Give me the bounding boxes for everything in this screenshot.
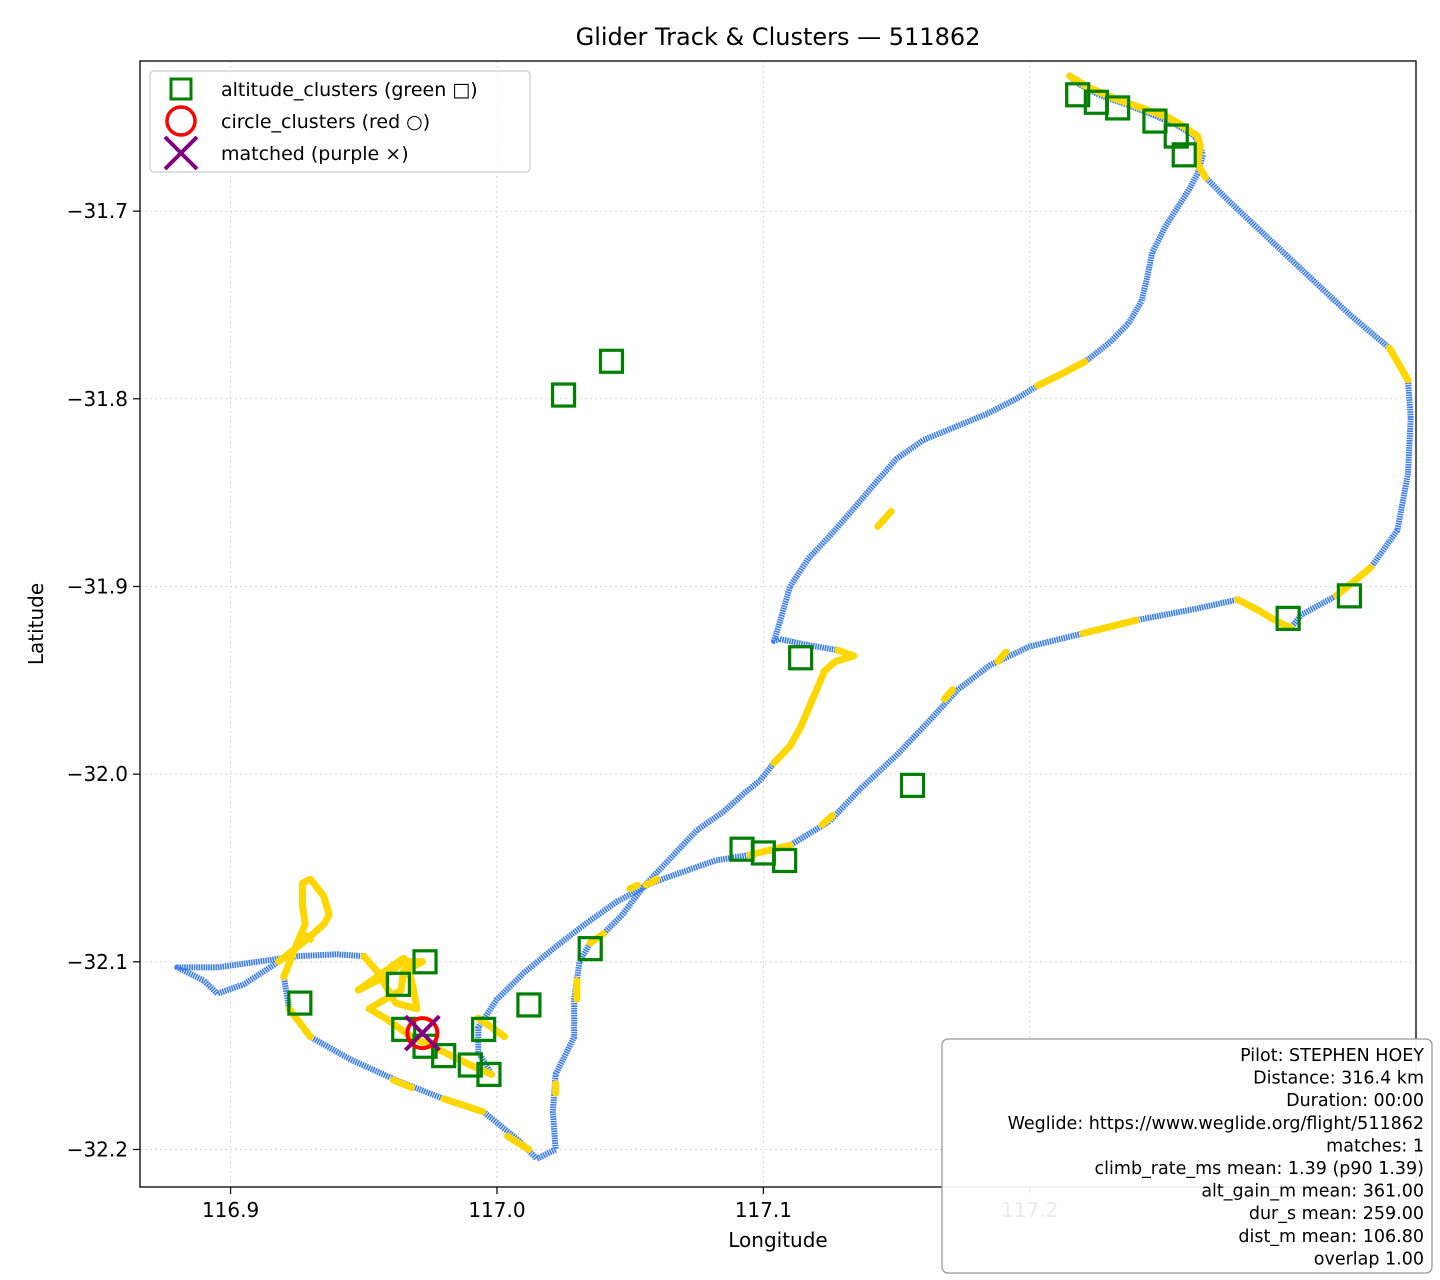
y-tick-label: −32.0 — [67, 762, 128, 786]
axes-frame — [139, 60, 1417, 1188]
altitude-cluster-marker — [1142, 108, 1168, 134]
climb-segment — [440, 1095, 488, 1116]
climb-segment — [994, 648, 1010, 665]
climb-segment — [504, 1132, 533, 1153]
altitude-cluster-marker — [1105, 95, 1131, 121]
info-line: Weglide: https://www.weglide.org/flight/… — [1008, 1114, 1424, 1134]
climb-segment — [642, 875, 661, 889]
x-tick-label: 117.1 — [735, 1198, 792, 1222]
altitude-cluster-marker — [1275, 605, 1301, 631]
altitude-cluster-marker — [287, 990, 313, 1016]
climb-segment — [354, 952, 426, 1013]
altitude-cluster-marker — [772, 847, 798, 874]
info-line: overlap 1.00 — [1314, 1249, 1424, 1269]
legend-label-altitude-clusters: altitude_clusters (green □) — [221, 79, 478, 101]
climb-segment — [275, 875, 333, 981]
altitude-cluster-marker — [391, 1016, 417, 1042]
y-tick-label: −31.7 — [67, 199, 128, 223]
circle-clusters — [405, 1016, 440, 1051]
info-line: Distance: 316.4 km — [1253, 1069, 1424, 1089]
x-tick-label: 116.9 — [202, 1198, 259, 1222]
climb-segment — [301, 932, 314, 943]
climb-segment — [770, 646, 858, 767]
climb-segment — [474, 1014, 509, 1041]
plot-area — [174, 72, 1414, 1162]
y-tick-label: −31.9 — [67, 574, 128, 598]
legend-box — [149, 70, 531, 173]
altitude-clusters — [287, 82, 1363, 1088]
climb-segment — [818, 811, 837, 829]
climb-segment — [874, 507, 895, 530]
y-axis-label: Latitude — [24, 583, 48, 665]
matched-markers — [403, 1014, 441, 1052]
y-axis-ticks: −31.7 −31.8 −31.9 −32.0 −32.1 −32.2 — [67, 199, 140, 1161]
info-box-frame — [941, 1038, 1433, 1274]
climb-segment — [1234, 596, 1295, 632]
circle-cluster-marker — [405, 1016, 440, 1051]
altitude-cluster-marker — [516, 992, 542, 1018]
y-tick-label: −31.8 — [67, 387, 128, 411]
climb-segment — [746, 841, 794, 859]
altitude-cluster-marker — [457, 1052, 483, 1078]
altitude-cluster-marker — [412, 949, 438, 975]
altitude-cluster-marker — [577, 936, 603, 962]
track-cruise-line — [174, 73, 1414, 1162]
info-line: matches: 1 — [1326, 1136, 1424, 1156]
altitude-cluster-marker — [431, 1043, 457, 1069]
altitude-cluster-marker — [476, 1061, 502, 1088]
chart-title: Glider Track & Clusters — 511862 — [576, 23, 981, 51]
info-text-lines: Pilot: STEPHEN HOEY Distance: 316.4 kmDur… — [1008, 1046, 1425, 1269]
info-line: dur_s mean: 259.00 — [1249, 1204, 1424, 1224]
climb-segment — [1034, 357, 1090, 390]
altitude-cluster-marker — [598, 348, 625, 374]
info-box: Pilot: STEPHEN HOEY Distance: 316.4 kmDur… — [941, 1038, 1433, 1274]
climb-segment — [626, 881, 642, 893]
legend-label-circle-clusters: circle_clusters (red ○) — [221, 111, 430, 133]
legend-x-marker — [163, 135, 199, 171]
legend-square-marker — [169, 77, 193, 101]
altitude-cluster-marker — [899, 772, 926, 798]
altitude-cluster-marker — [1163, 123, 1189, 149]
info-line: climb_rate_ms mean: 1.39 (p90 1.39) — [1095, 1159, 1424, 1179]
info-line: alt_gain_m mean: 361.00 — [1201, 1182, 1424, 1202]
altitude-cluster-marker — [1065, 82, 1091, 108]
altitude-cluster-marker — [471, 1016, 497, 1042]
legend: altitude_clusters (green □) circle_clust… — [149, 70, 531, 173]
info-line: dist_m mean: 106.80 — [1238, 1227, 1424, 1247]
climb-segment — [1079, 616, 1140, 637]
climb-segment — [941, 686, 956, 703]
matched-marker — [403, 1014, 441, 1052]
info-line: Duration: 00:00 — [1286, 1091, 1424, 1111]
y-tick-label: −32.2 — [67, 1137, 128, 1161]
altitude-cluster-marker — [788, 645, 814, 671]
legend-circle-marker — [165, 105, 197, 137]
y-tick-label: −32.1 — [67, 950, 128, 974]
climb-segment — [1332, 564, 1375, 600]
climb-segment — [1066, 72, 1210, 181]
x-tick-label: 117.0 — [468, 1198, 525, 1222]
x-axis-label: Longitude — [728, 1228, 827, 1252]
altitude-cluster-marker — [385, 971, 411, 997]
climb-segment — [1385, 344, 1412, 384]
altitude-cluster-marker — [1336, 583, 1363, 609]
altitude-cluster-marker — [1171, 142, 1197, 168]
climb-segment — [389, 1076, 416, 1091]
legend-label-matched: matched (purple ×) — [221, 143, 409, 165]
info-line: Pilot: STEPHEN HOEY — [1240, 1046, 1424, 1066]
altitude-cluster-marker — [550, 382, 577, 408]
